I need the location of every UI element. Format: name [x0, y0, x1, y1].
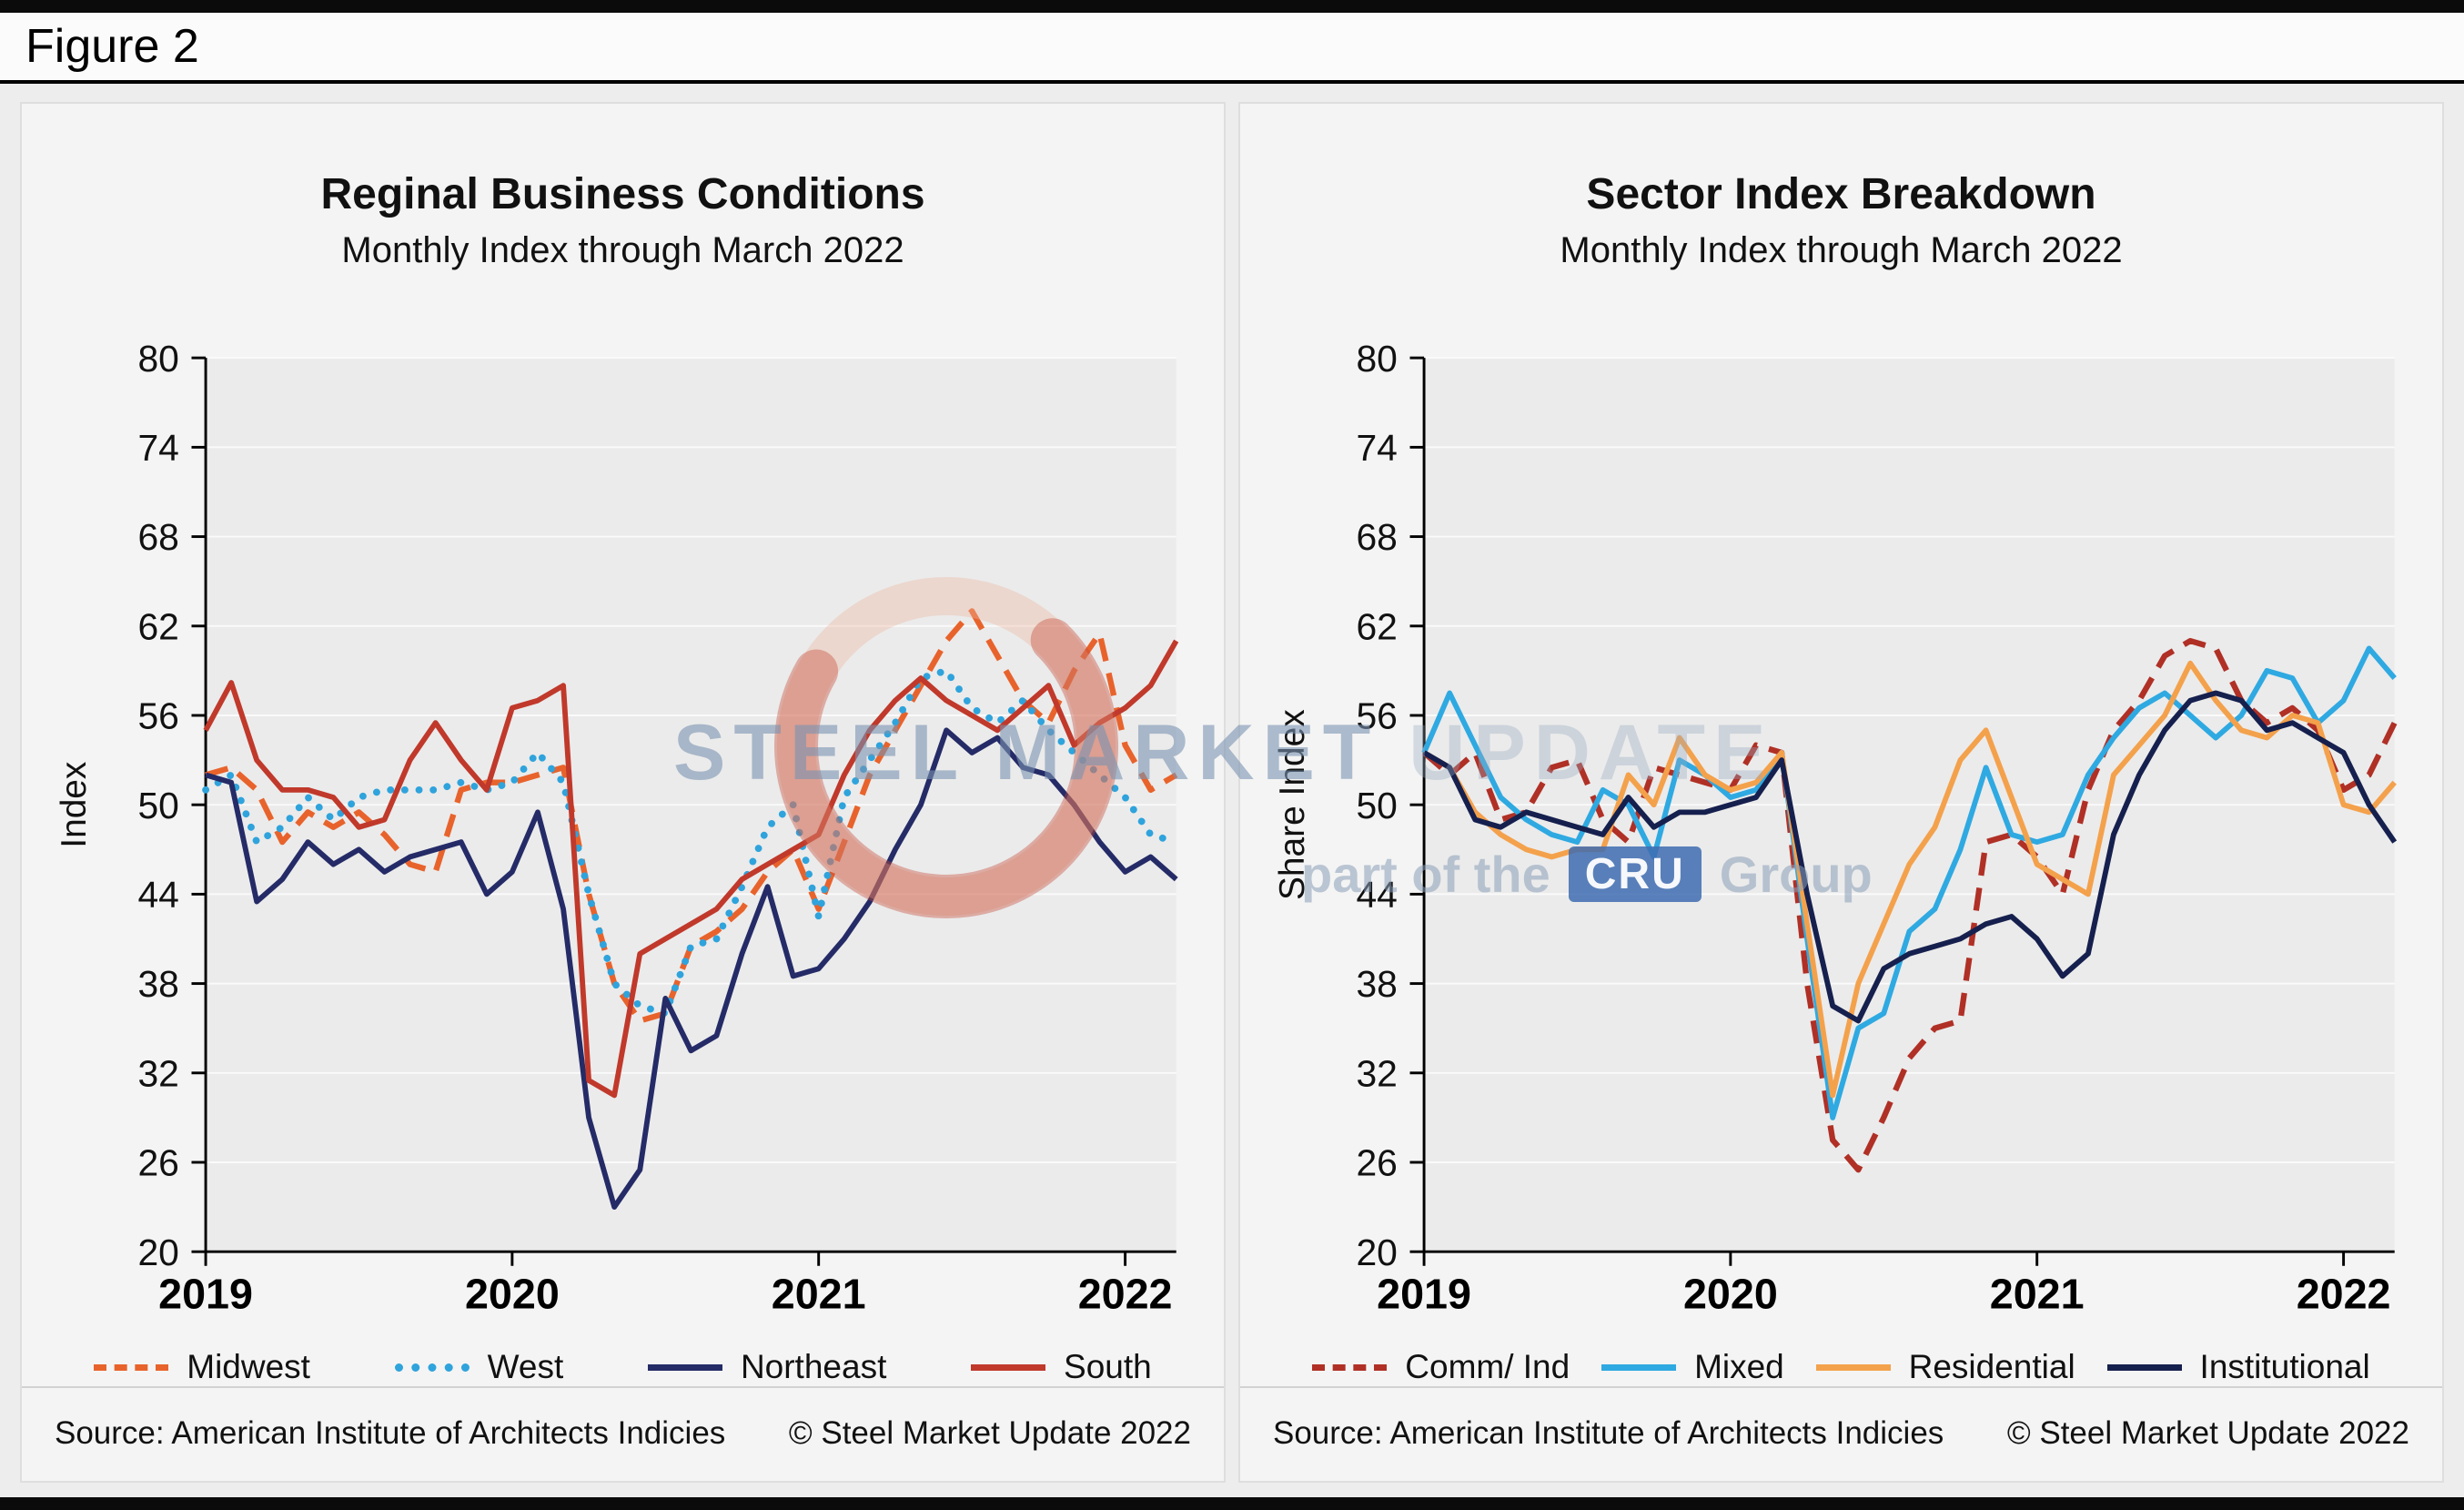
svg-text:68: 68	[137, 516, 178, 558]
legend-item: Institutional	[2106, 1348, 2370, 1386]
svg-text:50: 50	[137, 785, 178, 826]
svg-text:38: 38	[137, 963, 178, 1005]
copyright-text: © Steel Market Update 2022	[2006, 1415, 2409, 1451]
svg-text:Share Index: Share Index	[1272, 709, 1311, 900]
svg-text:2020: 2020	[1682, 1270, 1777, 1317]
panel-sector-index-breakdown: Sector Index Breakdown Monthly Index thr…	[1238, 102, 2444, 1483]
legend-line-swatch	[2106, 1363, 2182, 1371]
svg-text:26: 26	[137, 1142, 178, 1184]
svg-text:32: 32	[137, 1052, 178, 1094]
legend-line-swatch	[647, 1363, 722, 1371]
svg-text:62: 62	[1356, 605, 1397, 647]
chart-subtitle: Monthly Index through March 2022	[1560, 230, 2123, 270]
legend-item: Northeast	[647, 1348, 887, 1386]
svg-text:2019: 2019	[1377, 1270, 1471, 1317]
bottom-border-strip	[0, 1497, 2464, 1510]
legend-item: Mixed	[1601, 1348, 1784, 1386]
legend-label: South	[1064, 1348, 1152, 1385]
svg-text:44: 44	[1356, 874, 1397, 916]
svg-text:44: 44	[137, 874, 178, 916]
svg-text:2019: 2019	[158, 1270, 253, 1317]
copyright-text: © Steel Market Update 2022	[788, 1415, 1191, 1451]
legend-label: Institutional	[2199, 1348, 2370, 1385]
chart-panels-container: Reginal Business Conditions Monthly Inde…	[0, 87, 2464, 1497]
legend-item: Comm/ Ind	[1312, 1348, 1570, 1386]
figure-label: Figure 2	[25, 20, 199, 73]
svg-text:50: 50	[1356, 785, 1397, 826]
svg-text:74: 74	[1356, 427, 1397, 469]
chart-title: Sector Index Breakdown	[1586, 170, 2096, 218]
sector-line-chart: 20 26 32 38 44 50 56 62 68 74 80 2019 2020 2021 2022 Sh…	[1272, 338, 2398, 1317]
legend-label: Comm/ Ind	[1405, 1348, 1570, 1385]
source-text: Source: American Institute of Architects…	[1273, 1415, 1944, 1451]
svg-text:38: 38	[1356, 963, 1397, 1005]
svg-text:2020: 2020	[464, 1270, 559, 1317]
svg-text:68: 68	[1356, 516, 1397, 558]
svg-text:80: 80	[1356, 338, 1397, 380]
legend-item: South	[971, 1348, 1152, 1386]
legend-line-swatch	[971, 1363, 1046, 1371]
regional-line-chart: 20 26 32 38 44 50 56 62 68 74 80 2019 2020 2021 2022 In…	[54, 338, 1180, 1317]
svg-text:2021: 2021	[771, 1270, 865, 1317]
legend-line-swatch	[1312, 1363, 1388, 1371]
figure-header: Figure 2	[0, 13, 2464, 84]
svg-text:56: 56	[1356, 695, 1397, 737]
svg-text:74: 74	[137, 427, 178, 469]
svg-text:32: 32	[1356, 1052, 1397, 1094]
legend-label: Residential	[1908, 1348, 2075, 1385]
svg-text:2021: 2021	[1989, 1270, 2084, 1317]
svg-text:80: 80	[137, 338, 178, 380]
top-border-strip	[0, 0, 2464, 13]
legend-line-swatch	[94, 1363, 169, 1371]
legend-label: Northeast	[740, 1348, 887, 1385]
svg-text:26: 26	[1356, 1142, 1397, 1184]
legend-label: Midwest	[187, 1348, 310, 1385]
legend-label: West	[487, 1348, 564, 1385]
panel-regional-business-conditions: Reginal Business Conditions Monthly Inde…	[20, 102, 1226, 1483]
svg-text:2022: 2022	[2296, 1270, 2390, 1317]
svg-text:56: 56	[137, 695, 178, 737]
svg-text:20: 20	[1356, 1231, 1397, 1273]
legend-item: Residential	[1815, 1348, 2075, 1386]
svg-text:20: 20	[137, 1231, 178, 1273]
legend-item: Midwest	[94, 1348, 310, 1386]
legend: Midwest West Northeast South	[94, 1348, 1152, 1386]
svg-text:2022: 2022	[1077, 1270, 1172, 1317]
legend-label: Mixed	[1694, 1348, 1784, 1385]
legend-line-swatch	[1601, 1363, 1677, 1371]
legend-item: West	[394, 1348, 564, 1386]
panel-footer: Source: American Institute of Architects…	[1240, 1386, 2442, 1481]
svg-text:Index: Index	[54, 761, 93, 848]
chart-title: Reginal Business Conditions	[320, 170, 925, 218]
svg-text:62: 62	[137, 605, 178, 647]
panel-footer: Source: American Institute of Architects…	[22, 1386, 1224, 1481]
legend-line-swatch	[394, 1363, 470, 1372]
source-text: Source: American Institute of Architects…	[55, 1415, 726, 1451]
chart-subtitle: Monthly Index through March 2022	[341, 230, 904, 270]
legend-line-swatch	[1815, 1363, 1891, 1371]
legend: Comm/ Ind Mixed Residential Institutional	[1312, 1348, 2370, 1386]
